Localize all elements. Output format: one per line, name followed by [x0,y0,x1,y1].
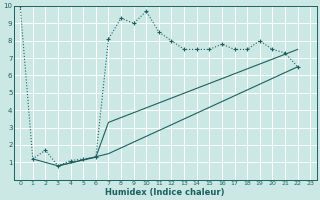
X-axis label: Humidex (Indice chaleur): Humidex (Indice chaleur) [106,188,225,197]
